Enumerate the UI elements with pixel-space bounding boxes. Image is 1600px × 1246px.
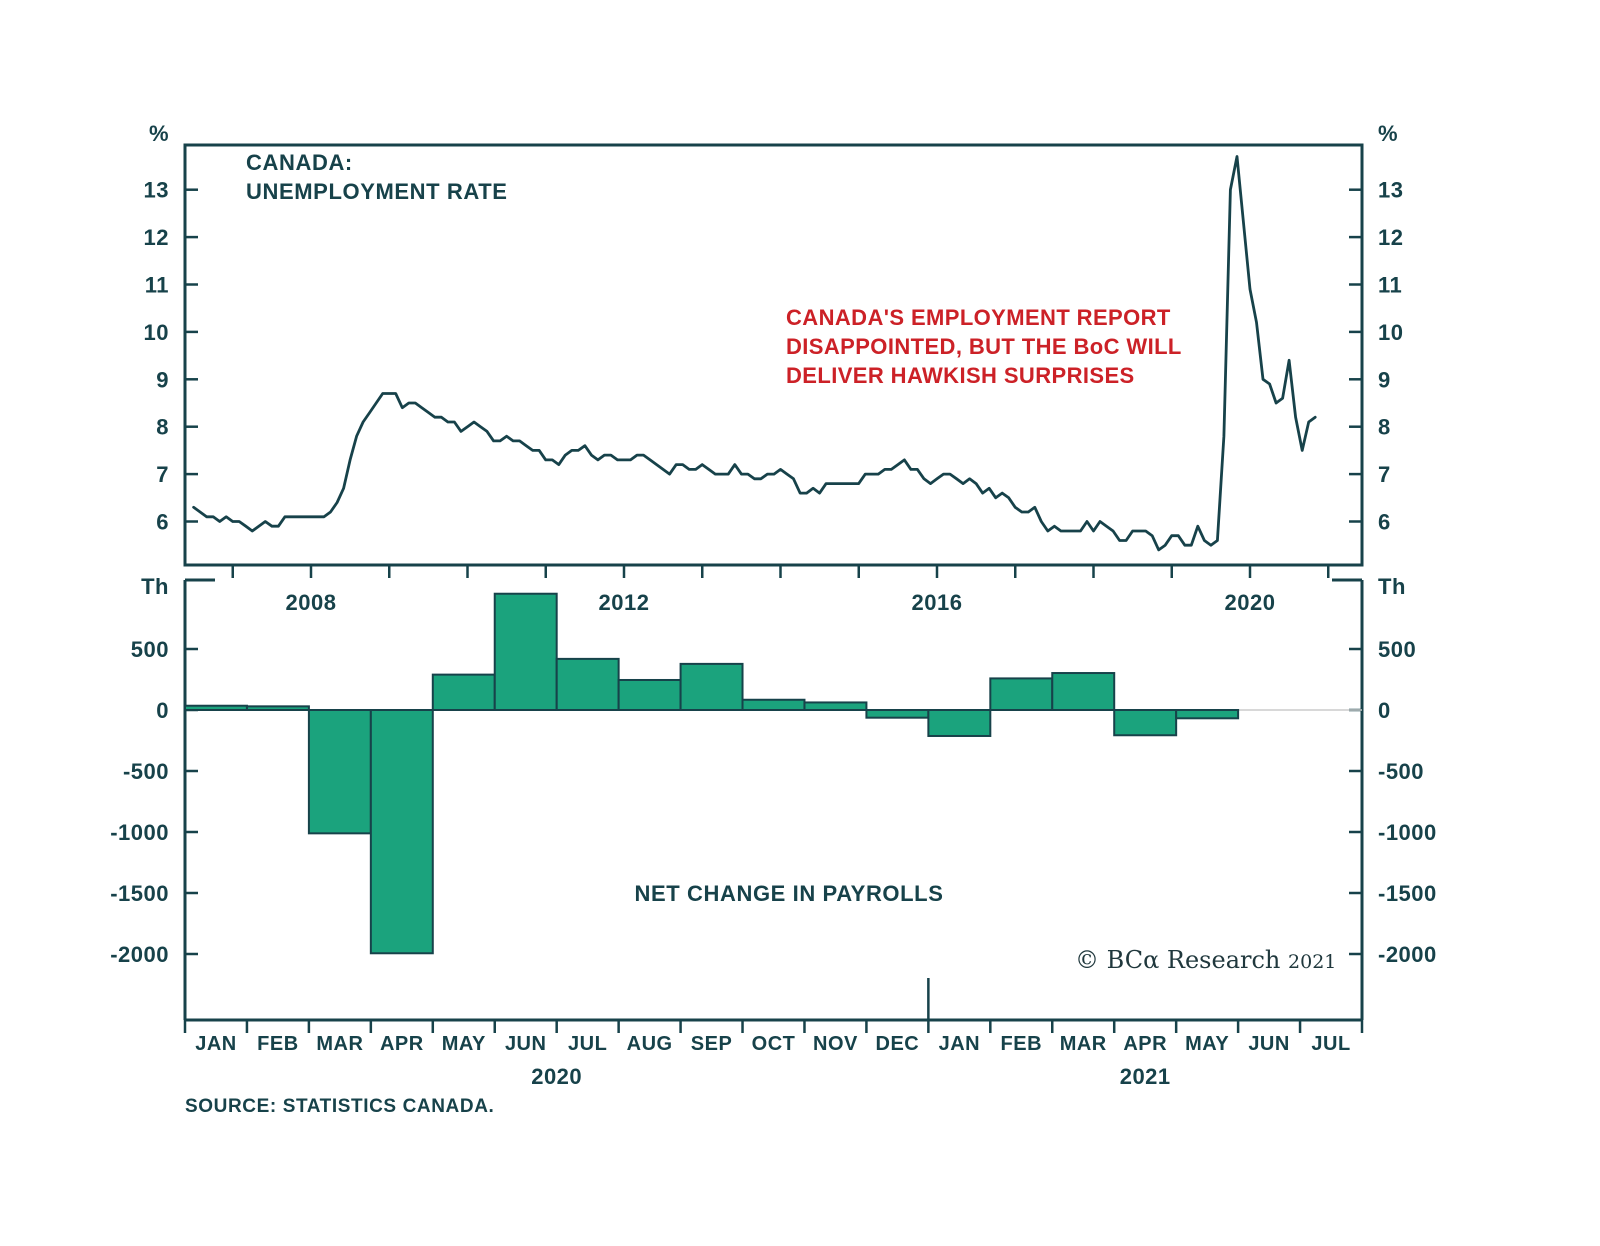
payroll-bar <box>927 709 992 737</box>
y-tick-label-left: 11 <box>145 273 169 298</box>
top-plot-frame <box>183 143 1364 567</box>
month-label: APR <box>1123 1033 1167 1055</box>
payroll-bar <box>1051 672 1116 711</box>
month-label: DEC <box>876 1033 920 1055</box>
month-label: JAN <box>939 1033 981 1055</box>
top-chart-title-line2: UNEMPLOYMENT RATE <box>246 179 508 204</box>
month-label: JUL <box>1311 1033 1350 1055</box>
month-label: SEP <box>691 1033 733 1055</box>
unemployment-rate-line <box>192 155 1317 552</box>
payroll-bar <box>617 678 682 711</box>
annotation-line2: DISAPPOINTED, BUT THE BoC WILL <box>786 334 1182 359</box>
month-label: APR <box>380 1033 424 1055</box>
month-label: FEB <box>257 1033 299 1055</box>
y-tick-label-right: -500 <box>1378 759 1424 784</box>
annotation-line3: DELIVER HAWKISH SURPRISES <box>786 363 1135 388</box>
bottom-chart-label: NET CHANGE IN PAYROLLS <box>634 881 944 906</box>
payroll-bar <box>184 704 248 711</box>
month-label: JAN <box>195 1033 237 1055</box>
y-tick-label-right: 6 <box>1378 510 1391 535</box>
y-tick-label-right: 0 <box>1378 698 1391 723</box>
top-unit-label-right: % <box>1378 121 1398 146</box>
bottom-unit-label-right: Th <box>1378 574 1406 599</box>
y-tick-label-right: 10 <box>1378 320 1403 345</box>
y-tick-label-right: 8 <box>1378 415 1391 440</box>
payroll-bar <box>865 709 930 719</box>
y-tick-label-left: -500 <box>123 759 169 784</box>
month-label: MAY <box>1185 1033 1229 1055</box>
y-tick-label-left: -1500 <box>110 881 169 906</box>
y-tick-label-left: -2000 <box>110 942 169 967</box>
month-label: AUG <box>627 1033 673 1055</box>
y-tick-label-right: 500 <box>1378 637 1416 662</box>
bottom-unit-label-left: Th <box>141 574 169 599</box>
payroll-bar <box>803 701 868 711</box>
month-label: MAR <box>316 1033 363 1055</box>
y-tick-label-left: -1000 <box>110 820 169 845</box>
payroll-bar <box>1175 709 1240 720</box>
y-tick-label-left: 6 <box>156 510 169 535</box>
year-tick-label: 2016 <box>912 590 963 615</box>
payroll-bar <box>1113 709 1178 737</box>
y-tick-label-right: 9 <box>1378 367 1391 392</box>
y-tick-label-left: 500 <box>131 637 169 662</box>
payroll-bar <box>555 657 620 712</box>
y-tick-label-left: 12 <box>144 225 169 250</box>
month-label: MAY <box>442 1033 486 1055</box>
y-tick-label-left: 0 <box>156 698 169 723</box>
top-chart-title: CANADA: UNEMPLOYMENT RATE <box>246 148 508 206</box>
y-tick-label-left: 13 <box>144 178 169 203</box>
y-tick-label-right: 12 <box>1378 225 1403 250</box>
y-tick-label-right: 11 <box>1378 273 1402 298</box>
y-tick-label-right: -1500 <box>1378 881 1437 906</box>
y-tick-label-left: 8 <box>156 415 169 440</box>
copyright: © BCα Research 2021 <box>1075 946 1336 974</box>
top-unit-label-left: % <box>149 121 169 146</box>
top-chart-title-line1: CANADA: <box>246 150 353 175</box>
y-tick-label-left: 7 <box>156 462 169 487</box>
month-label: JUL <box>568 1033 607 1055</box>
y-tick-label-right: 7 <box>1378 462 1391 487</box>
annotation-text: CANADA'S EMPLOYMENT REPORT DISAPPOINTED,… <box>786 303 1182 390</box>
month-label: JUN <box>1248 1033 1290 1055</box>
year-label-2020: 2020 <box>531 1064 582 1089</box>
month-label: MAR <box>1060 1033 1107 1055</box>
month-label: JUN <box>505 1033 547 1055</box>
y-tick-label-left: 9 <box>156 367 169 392</box>
month-label: OCT <box>752 1033 796 1055</box>
payroll-bar <box>307 709 372 835</box>
payroll-bar <box>245 705 310 712</box>
year-tick-label: 2012 <box>599 590 650 615</box>
y-tick-label-right: -1000 <box>1378 820 1437 845</box>
payroll-bar <box>493 592 558 712</box>
payroll-bar <box>679 662 744 711</box>
copyright-year: 2021 <box>1288 951 1337 973</box>
y-tick-label-right: -2000 <box>1378 942 1437 967</box>
annotation-line1: CANADA'S EMPLOYMENT REPORT <box>786 305 1171 330</box>
payroll-bar <box>741 698 806 712</box>
year-tick-label: 2008 <box>286 590 337 615</box>
source-note: SOURCE: STATISTICS CANADA. <box>185 1096 495 1117</box>
year-label-2021: 2021 <box>1120 1064 1171 1089</box>
month-label: FEB <box>1001 1033 1043 1055</box>
year-tick-label: 2020 <box>1225 590 1276 615</box>
payroll-bar <box>431 673 496 711</box>
payroll-bar <box>369 709 434 955</box>
month-label: NOV <box>813 1033 858 1055</box>
y-tick-label-left: 10 <box>144 320 169 345</box>
y-tick-label-right: 13 <box>1378 178 1403 203</box>
copyright-brand: © BCα Research <box>1075 946 1281 974</box>
payroll-bar <box>989 677 1054 711</box>
